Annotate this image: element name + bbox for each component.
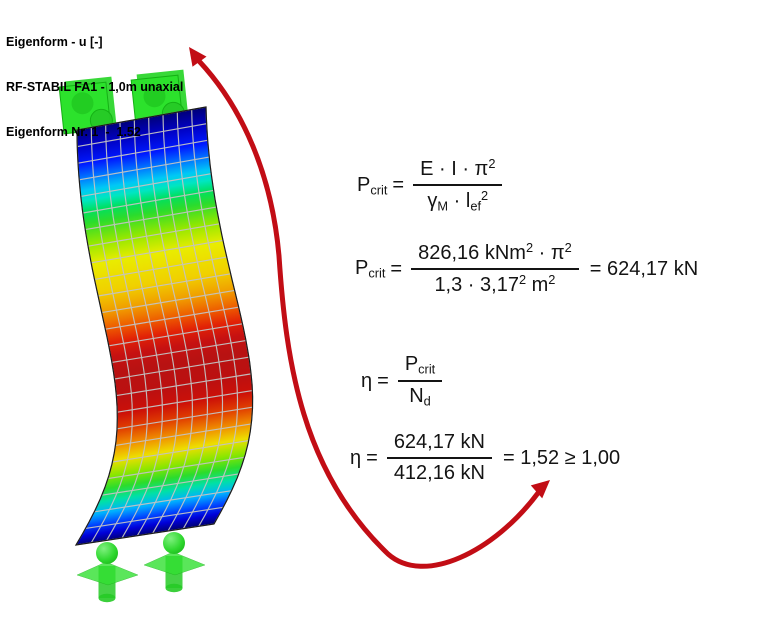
eta-numerator: Pcrit (397, 352, 443, 383)
eta-num-fraction: 624,17 kN 412,16 kN (386, 430, 492, 486)
eta-denominator: Nd (409, 385, 431, 409)
eta-result: = 1,52 ≥ 1,00 (502, 446, 621, 469)
eta-fraction: Pcrit Nd (397, 352, 443, 411)
pcrit-fraction: E · I · π2 γM · lef2 (413, 156, 503, 215)
annotation-arrow (189, 47, 550, 569)
mesh-outline (74, 106, 254, 546)
equals-sign: = (390, 257, 403, 280)
formula-eta-symbolic: η = Pcrit Nd (361, 352, 446, 411)
eta-lhs: η (350, 446, 362, 469)
pcrit-result: = 624,17 kN (589, 257, 699, 280)
equals-sign: = (366, 446, 378, 469)
legend-eigenform-value: Eigenform Nr. 1 - 1.52 (6, 125, 141, 139)
eta-num-numerator: 624,17 kN (386, 430, 492, 459)
mesh-surface (76, 107, 253, 545)
support-pin-shadow (71, 92, 94, 115)
top-support-left (58, 76, 117, 135)
bottom-support-left (76, 542, 139, 603)
bottom-support-right (143, 532, 206, 593)
formula-pcrit-numeric: Pcrit = 826,16 kNm2 · π2 1,3 · 3,172 m2 … (355, 240, 698, 298)
eta-lhs: η (361, 369, 373, 392)
support-pin-shadow (143, 85, 166, 108)
pcrit-numerator: E · I · π2 (413, 156, 503, 187)
arrow-head-legend (189, 47, 207, 67)
support-diamond-plate (143, 551, 206, 576)
arrow-head-result (530, 480, 550, 499)
pcrit-denominator: γM · lef2 (427, 188, 489, 214)
pcrit-lhs: Pcrit (355, 257, 386, 281)
support-cylinder-base (165, 583, 183, 593)
result-legend: Eigenform - u [-] RF-STABIL FA1 - 1,0m u… (6, 5, 183, 170)
support-diamond-plate (76, 561, 139, 586)
pcrit-num-denominator: 1,3 · 3,172 m2 (434, 272, 556, 297)
eta-num-denominator: 412,16 kN (393, 462, 485, 484)
equals-sign: = (377, 369, 389, 392)
support-ball (96, 542, 118, 564)
legend-load-case: RF-STABIL FA1 - 1,0m unaxial (6, 80, 184, 94)
pcrit-lhs: Pcrit (357, 173, 388, 198)
formula-pcrit-symbolic: Pcrit = E · I · π2 γM · lef2 (357, 156, 506, 215)
legend-result-type: Eigenform - u [-] (6, 35, 103, 49)
formula-eta-numeric: η = 624,17 kN 412,16 kN = 1,52 ≥ 1,00 (350, 430, 620, 486)
pcrit-num-fraction: 826,16 kNm2 · π2 1,3 · 3,172 m2 (411, 240, 579, 298)
support-cylinder-base (98, 593, 116, 603)
arrow-shaft (196, 58, 541, 569)
pcrit-num-numerator: 826,16 kNm2 · π2 (411, 240, 579, 271)
equals-sign: = (392, 174, 405, 197)
support-ball (163, 532, 185, 554)
